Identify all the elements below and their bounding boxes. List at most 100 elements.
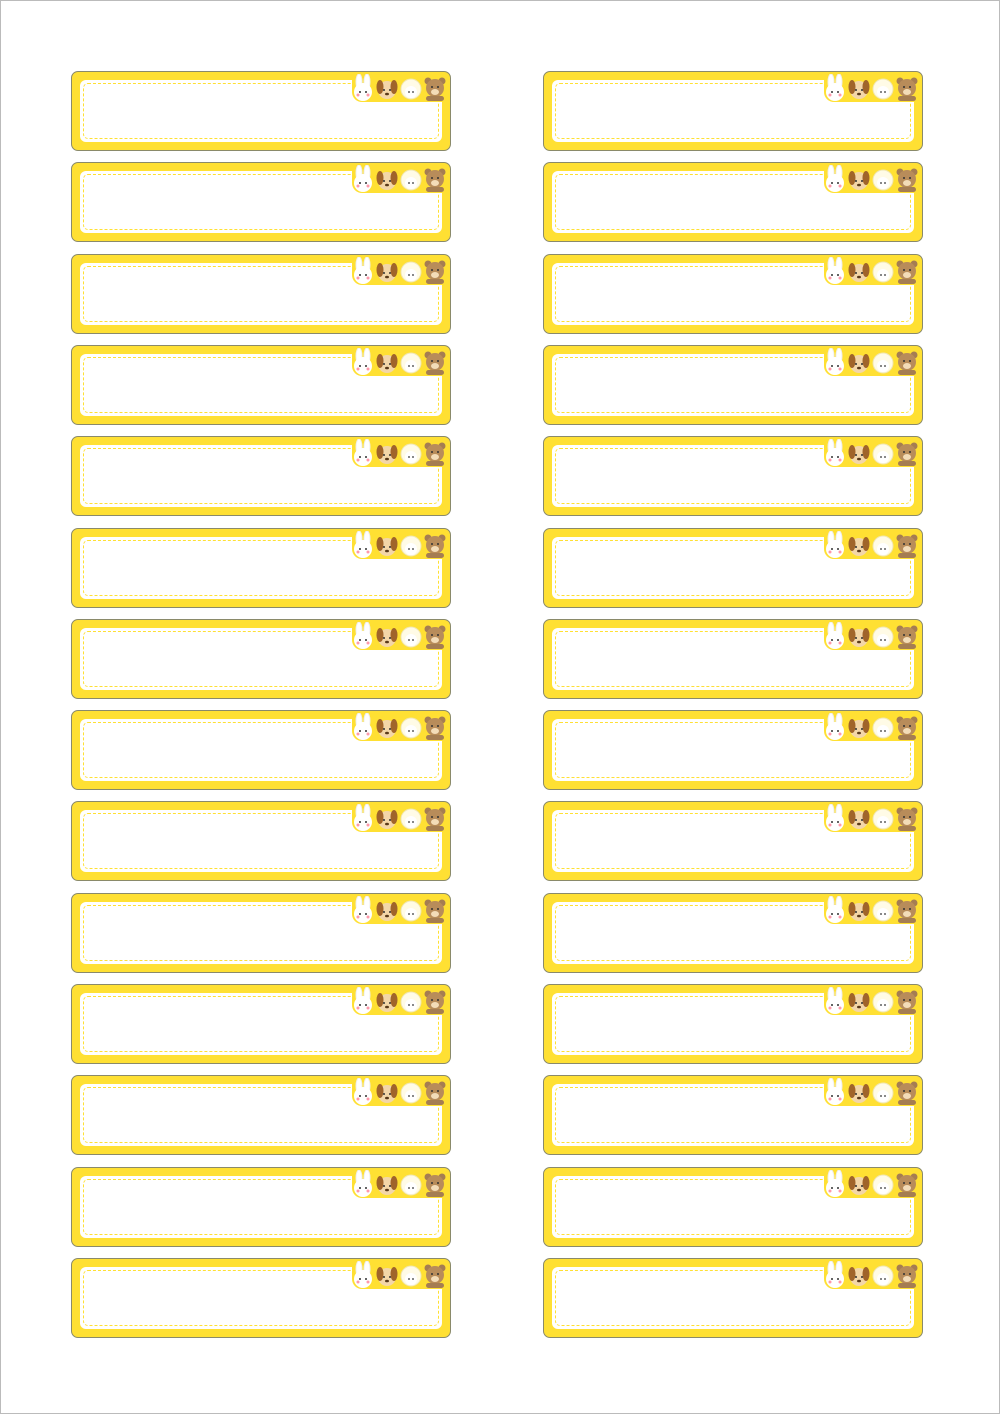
rabbit-icon — [352, 1261, 374, 1289]
rabbit-icon — [824, 1261, 846, 1289]
name-label — [543, 162, 923, 242]
name-label — [71, 345, 451, 425]
animal-faces — [824, 713, 918, 741]
animal-faces — [824, 896, 918, 924]
dog-icon — [848, 713, 870, 741]
dashed-border — [83, 357, 439, 413]
label-writing-area — [552, 354, 914, 416]
name-label — [71, 1258, 451, 1338]
rabbit-icon — [352, 896, 374, 924]
dashed-border — [555, 540, 911, 596]
name-label — [543, 71, 923, 151]
name-label — [543, 710, 923, 790]
bear-icon — [424, 74, 446, 102]
name-label — [71, 1075, 451, 1155]
animal-faces — [352, 257, 446, 285]
name-label — [71, 984, 451, 1064]
name-label — [71, 1167, 451, 1247]
sheep-icon — [872, 713, 894, 741]
bear-icon — [424, 165, 446, 193]
rabbit-icon — [352, 165, 374, 193]
dashed-border — [555, 1270, 911, 1326]
dashed-border — [555, 448, 911, 504]
sheep-icon — [400, 1078, 422, 1106]
animal-faces — [824, 165, 918, 193]
sheep-icon — [400, 622, 422, 650]
dog-icon — [376, 531, 398, 559]
dog-icon — [848, 1170, 870, 1198]
animal-faces — [824, 622, 918, 650]
sheep-icon — [400, 713, 422, 741]
bear-icon — [896, 348, 918, 376]
name-label — [543, 528, 923, 608]
dog-icon — [376, 1078, 398, 1106]
animal-faces — [824, 987, 918, 1015]
bear-icon — [424, 1261, 446, 1289]
name-label — [543, 436, 923, 516]
rabbit-icon — [824, 1078, 846, 1106]
sheep-icon — [400, 531, 422, 559]
rabbit-icon — [352, 439, 374, 467]
dog-icon — [848, 622, 870, 650]
bear-icon — [896, 804, 918, 832]
bear-icon — [424, 622, 446, 650]
dashed-border — [83, 83, 439, 139]
name-label — [543, 1258, 923, 1338]
sheep-icon — [872, 804, 894, 832]
animal-faces — [352, 987, 446, 1015]
rabbit-icon — [824, 165, 846, 193]
rabbit-icon — [352, 74, 374, 102]
bear-icon — [424, 257, 446, 285]
dashed-border — [83, 1179, 439, 1235]
rabbit-icon — [352, 257, 374, 285]
dog-icon — [848, 257, 870, 285]
animal-faces — [352, 804, 446, 832]
bear-icon — [424, 987, 446, 1015]
dashed-border — [83, 1087, 439, 1143]
rabbit-icon — [352, 348, 374, 376]
bear-icon — [896, 713, 918, 741]
sheep-icon — [400, 1170, 422, 1198]
name-label — [71, 893, 451, 973]
dog-icon — [376, 257, 398, 285]
bear-icon — [424, 896, 446, 924]
dog-icon — [376, 987, 398, 1015]
animal-faces — [824, 348, 918, 376]
rabbit-icon — [352, 531, 374, 559]
dashed-border — [83, 1270, 439, 1326]
rabbit-icon — [824, 348, 846, 376]
name-label — [543, 619, 923, 699]
dog-icon — [376, 804, 398, 832]
bear-icon — [896, 531, 918, 559]
dog-icon — [848, 74, 870, 102]
name-label — [71, 801, 451, 881]
name-label — [543, 801, 923, 881]
animal-faces — [824, 74, 918, 102]
dashed-border — [83, 996, 439, 1052]
dashed-border — [83, 266, 439, 322]
rabbit-icon — [824, 1170, 846, 1198]
name-label — [71, 71, 451, 151]
dog-icon — [848, 165, 870, 193]
rabbit-icon — [352, 987, 374, 1015]
dog-icon — [848, 804, 870, 832]
label-writing-area — [552, 902, 914, 964]
sheep-icon — [400, 804, 422, 832]
sheep-icon — [400, 257, 422, 285]
label-writing-area — [80, 902, 442, 964]
animal-faces — [824, 439, 918, 467]
name-label — [71, 710, 451, 790]
rabbit-icon — [824, 804, 846, 832]
rabbit-icon — [824, 622, 846, 650]
animal-faces — [352, 622, 446, 650]
name-label — [543, 1075, 923, 1155]
rabbit-icon — [352, 804, 374, 832]
dog-icon — [376, 896, 398, 924]
animal-faces — [352, 896, 446, 924]
sheep-icon — [872, 165, 894, 193]
name-label — [543, 345, 923, 425]
sheep-icon — [872, 1170, 894, 1198]
animal-faces — [824, 531, 918, 559]
sheep-icon — [872, 1261, 894, 1289]
bear-icon — [424, 713, 446, 741]
